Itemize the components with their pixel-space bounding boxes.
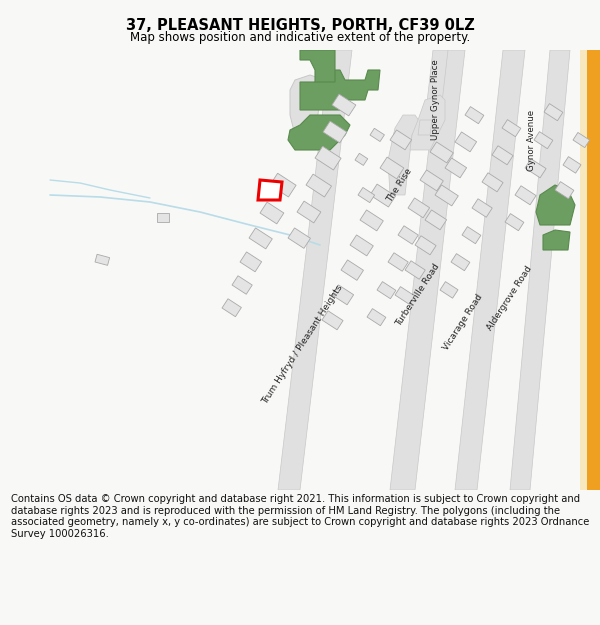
Text: Upper Gynor Place: Upper Gynor Place bbox=[431, 59, 440, 141]
Bar bbox=[455, 132, 476, 152]
Polygon shape bbox=[510, 50, 570, 490]
Polygon shape bbox=[418, 120, 432, 135]
Bar bbox=[222, 299, 241, 317]
Polygon shape bbox=[410, 95, 445, 150]
Polygon shape bbox=[278, 50, 352, 490]
Bar bbox=[440, 282, 458, 298]
Bar bbox=[249, 228, 272, 249]
Text: Gynor Avenue: Gynor Avenue bbox=[527, 109, 536, 171]
Bar bbox=[377, 282, 396, 299]
Bar bbox=[370, 128, 385, 141]
Bar bbox=[270, 173, 296, 197]
Bar bbox=[322, 311, 343, 330]
Bar bbox=[505, 214, 524, 231]
Polygon shape bbox=[300, 70, 380, 110]
Text: Aldergrove Road: Aldergrove Road bbox=[486, 264, 534, 332]
Text: Vicarage Road: Vicarage Road bbox=[442, 292, 485, 352]
Bar bbox=[435, 185, 458, 206]
Bar bbox=[398, 226, 418, 244]
Bar bbox=[472, 199, 492, 217]
Bar bbox=[332, 94, 356, 116]
Bar bbox=[306, 174, 332, 197]
Bar bbox=[95, 254, 110, 266]
Bar bbox=[462, 227, 481, 244]
Polygon shape bbox=[580, 50, 587, 490]
Bar bbox=[563, 157, 581, 173]
Bar bbox=[358, 188, 374, 202]
Text: Turberville Road: Turberville Road bbox=[394, 262, 442, 328]
Polygon shape bbox=[390, 50, 465, 490]
Bar bbox=[482, 173, 503, 192]
Bar bbox=[315, 146, 341, 170]
Bar bbox=[380, 157, 404, 179]
Bar bbox=[388, 253, 408, 271]
Text: 37, PLEASANT HEIGHTS, PORTH, CF39 0LZ: 37, PLEASANT HEIGHTS, PORTH, CF39 0LZ bbox=[125, 18, 475, 32]
Polygon shape bbox=[288, 115, 350, 150]
Bar bbox=[332, 285, 353, 305]
Text: The Rise: The Rise bbox=[386, 166, 415, 204]
Polygon shape bbox=[536, 185, 575, 225]
Bar bbox=[525, 159, 546, 177]
Bar bbox=[408, 198, 430, 217]
Bar bbox=[420, 170, 443, 191]
Polygon shape bbox=[290, 75, 330, 135]
Text: Contains OS data © Crown copyright and database right 2021. This information is : Contains OS data © Crown copyright and d… bbox=[11, 494, 589, 539]
Text: Trum Hyfryd / Pleasant Heights: Trum Hyfryd / Pleasant Heights bbox=[261, 284, 345, 406]
Bar bbox=[355, 153, 368, 166]
Bar bbox=[367, 309, 386, 326]
Bar bbox=[341, 260, 364, 281]
Polygon shape bbox=[543, 230, 570, 250]
Bar bbox=[555, 182, 574, 199]
Text: Map shows position and indicative extent of the property.: Map shows position and indicative extent… bbox=[130, 31, 470, 44]
Bar bbox=[260, 202, 284, 224]
Polygon shape bbox=[425, 50, 448, 120]
Bar bbox=[157, 213, 169, 222]
Bar bbox=[534, 132, 553, 149]
Polygon shape bbox=[300, 50, 335, 82]
Bar bbox=[451, 254, 470, 271]
Bar bbox=[288, 228, 310, 248]
Polygon shape bbox=[455, 50, 525, 490]
Bar bbox=[415, 236, 436, 255]
Bar bbox=[297, 201, 321, 223]
Bar bbox=[232, 276, 252, 294]
Bar bbox=[370, 184, 395, 207]
Bar bbox=[430, 142, 454, 163]
Bar bbox=[425, 210, 446, 230]
Bar bbox=[390, 130, 412, 150]
Bar bbox=[350, 235, 373, 256]
Bar bbox=[515, 186, 536, 205]
Bar bbox=[573, 132, 590, 148]
Bar bbox=[544, 104, 563, 121]
Polygon shape bbox=[587, 50, 600, 490]
Bar bbox=[240, 252, 262, 272]
Bar bbox=[360, 210, 383, 231]
Bar bbox=[465, 107, 484, 124]
Polygon shape bbox=[258, 180, 282, 200]
Bar bbox=[405, 261, 425, 279]
Bar bbox=[323, 121, 347, 143]
Bar bbox=[395, 287, 415, 304]
Bar bbox=[445, 158, 467, 177]
Bar bbox=[502, 119, 521, 137]
Bar bbox=[492, 146, 513, 165]
Polygon shape bbox=[388, 115, 420, 195]
